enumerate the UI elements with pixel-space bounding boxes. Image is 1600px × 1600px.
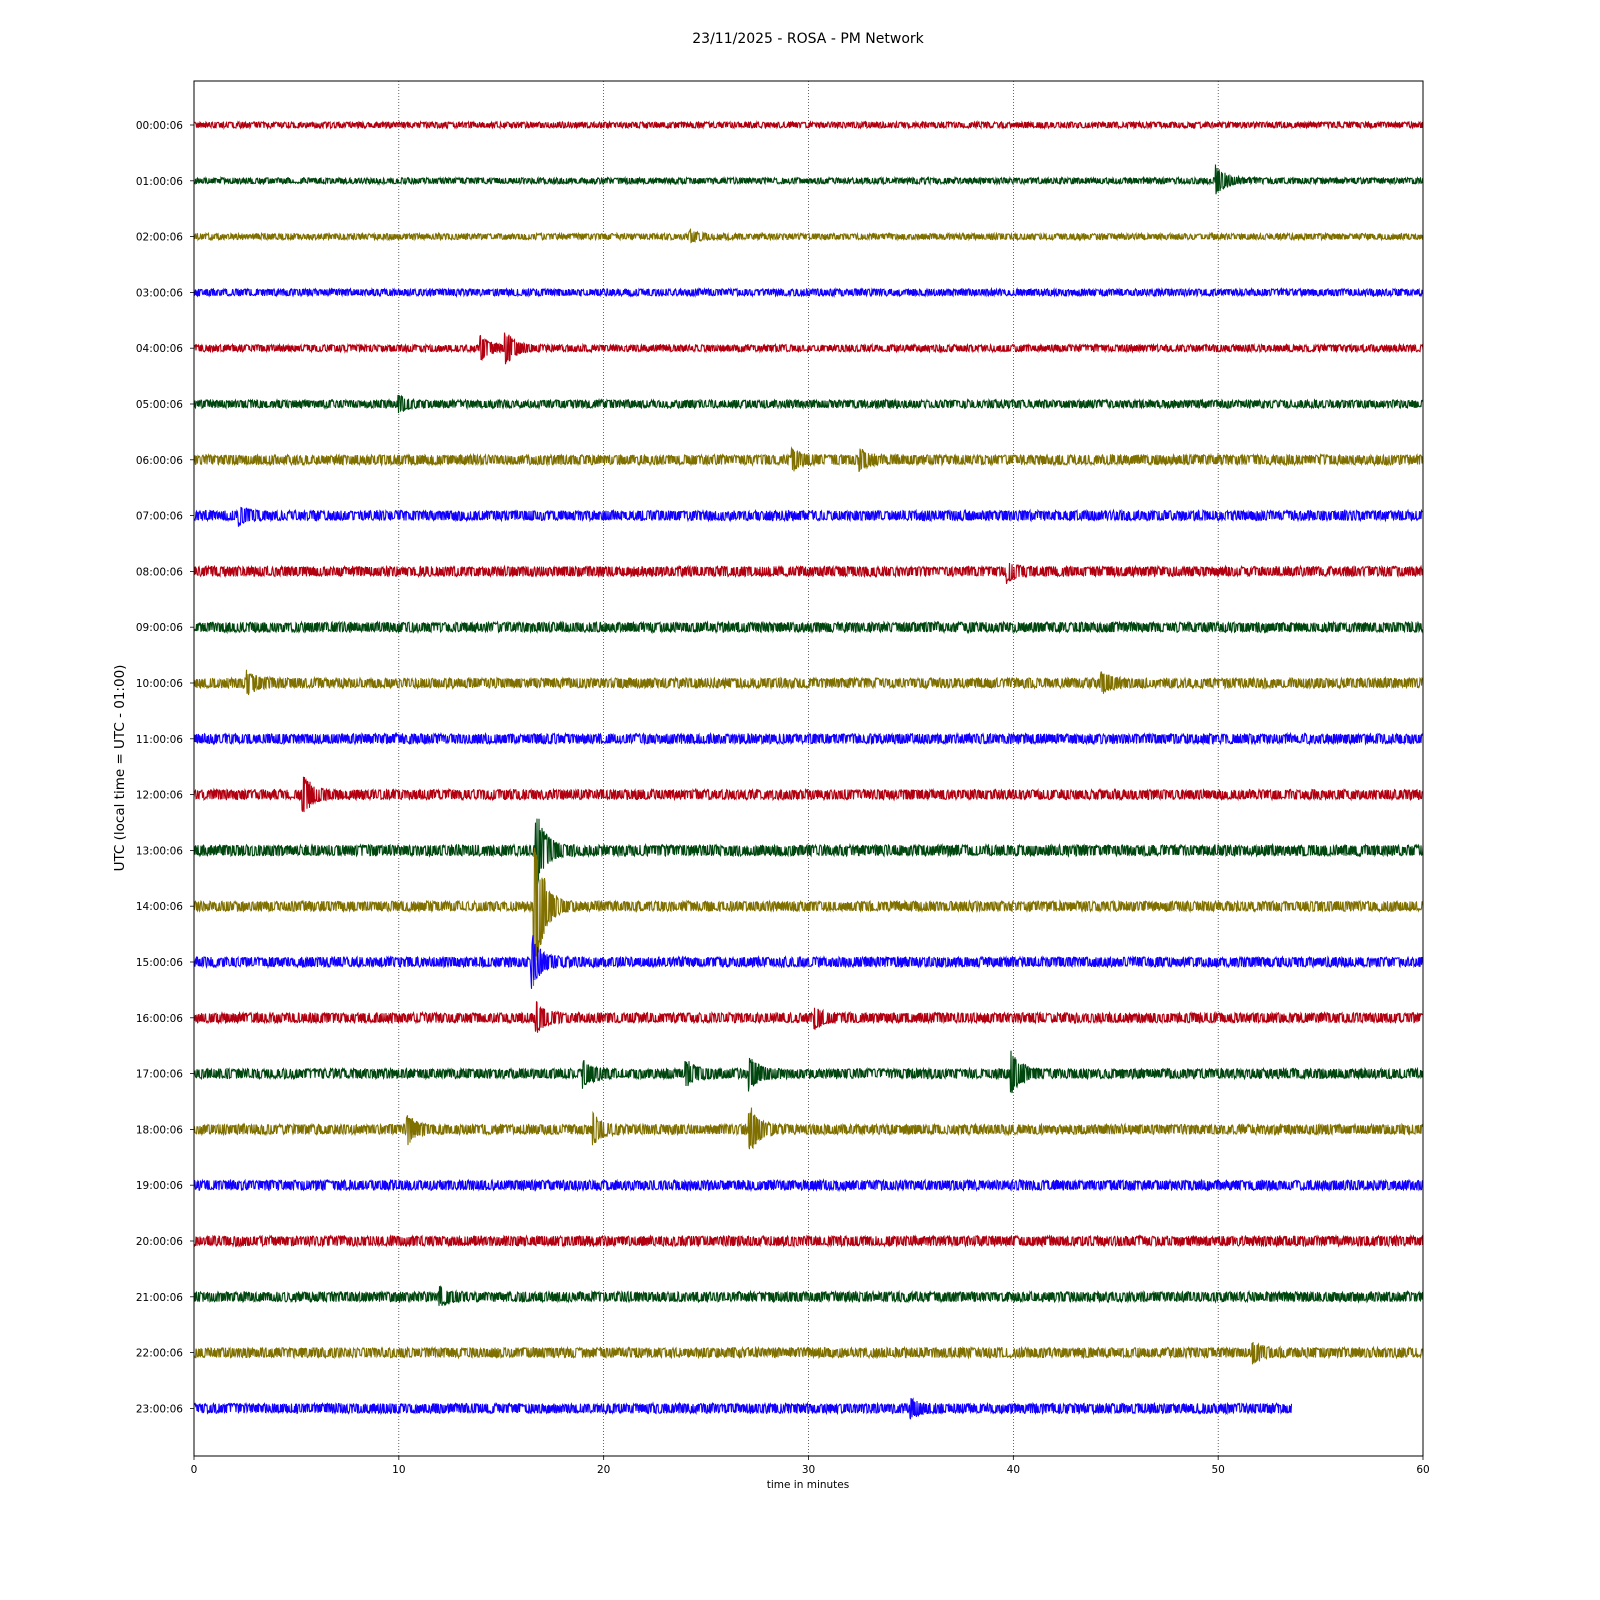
x-tick-label-60: 60 xyxy=(1416,1464,1429,1476)
x-tick-label-30: 30 xyxy=(802,1464,815,1476)
row-label-19:00:06: 19:00:06 xyxy=(136,1180,183,1192)
trace-19:00:06 xyxy=(193,1178,1424,1193)
row-label-12:00:06: 12:00:06 xyxy=(136,790,183,802)
row-label-11:00:06: 11:00:06 xyxy=(136,734,183,746)
vertical-gridlines xyxy=(398,81,1219,1456)
row-label-23:00:06: 23:00:06 xyxy=(136,1403,183,1415)
trace-02:00:06 xyxy=(193,228,1424,244)
row-label-02:00:06: 02:00:06 xyxy=(136,232,183,244)
trace-14:00:06 xyxy=(193,847,1424,986)
trace-23:00:06 xyxy=(193,1397,1293,1420)
trace-rows xyxy=(193,119,1424,1420)
x-axis-ticks: 0 10 20 30 40 50 60 xyxy=(191,1456,1430,1476)
row-label-07:00:06: 07:00:06 xyxy=(136,511,183,523)
trace-04:00:06 xyxy=(193,332,1424,365)
row-label-22:00:06: 22:00:06 xyxy=(136,1348,183,1360)
x-axis-label: time in minutes xyxy=(767,1479,849,1491)
row-label-18:00:06: 18:00:06 xyxy=(136,1124,183,1136)
row-label-10:00:06: 10:00:06 xyxy=(136,678,183,690)
trace-12:00:06 xyxy=(193,776,1423,813)
row-label-06:00:06: 06:00:06 xyxy=(136,455,183,467)
y-axis-title: UTC (local time = UTC - 01:00) xyxy=(112,665,128,872)
row-label-04:00:06: 04:00:06 xyxy=(136,343,183,355)
trace-07:00:06 xyxy=(193,506,1424,527)
row-label-03:00:06: 03:00:06 xyxy=(136,287,183,299)
row-label-21:00:06: 21:00:06 xyxy=(136,1292,183,1304)
row-label-15:00:06: 15:00:06 xyxy=(136,957,183,969)
row-label-17:00:06: 17:00:06 xyxy=(136,1069,183,1081)
trace-18:00:06 xyxy=(193,1107,1424,1150)
trace-17:00:06 xyxy=(193,1050,1424,1094)
trace-15:00:06 xyxy=(193,935,1424,989)
trace-00:00:06 xyxy=(193,119,1424,131)
row-label-01:00:06: 01:00:06 xyxy=(136,176,183,188)
x-tick-label-0: 0 xyxy=(191,1464,198,1476)
x-tick-label-50: 50 xyxy=(1211,1464,1224,1476)
trace-20:00:06 xyxy=(193,1233,1424,1249)
row-label-00:00:06: 00:00:06 xyxy=(136,120,183,132)
trace-11:00:06 xyxy=(193,731,1424,746)
trace-16:00:06 xyxy=(193,1001,1424,1033)
trace-10:00:06 xyxy=(193,669,1424,696)
x-tick-label-10: 10 xyxy=(392,1464,405,1476)
row-label-14:00:06: 14:00:06 xyxy=(136,901,183,913)
row-label-16:00:06: 16:00:06 xyxy=(136,1013,183,1025)
row-label-20:00:06: 20:00:06 xyxy=(136,1236,183,1248)
x-tick-label-40: 40 xyxy=(1007,1464,1020,1476)
row-label-08:00:06: 08:00:06 xyxy=(136,566,183,578)
row-label-13:00:06: 13:00:06 xyxy=(136,845,183,857)
trace-08:00:06 xyxy=(193,562,1424,585)
trace-22:00:06 xyxy=(193,1341,1424,1365)
row-label-09:00:06: 09:00:06 xyxy=(136,622,183,634)
trace-05:00:06 xyxy=(193,394,1424,414)
trace-09:00:06 xyxy=(193,620,1424,635)
trace-21:00:06 xyxy=(193,1284,1424,1306)
trace-13:00:06 xyxy=(193,818,1424,894)
trace-01:00:06 xyxy=(193,164,1424,195)
trace-03:00:06 xyxy=(193,286,1424,299)
trace-06:00:06 xyxy=(193,446,1424,472)
chart-title: 23/11/2025 - ROSA - PM Network xyxy=(692,31,924,47)
row-label-05:00:06: 05:00:06 xyxy=(136,399,183,411)
row-labels: 00:00:06 01:00:06 02:00:06 03:00:06 04:00:06… xyxy=(136,120,194,1415)
x-tick-label-20: 20 xyxy=(597,1464,610,1476)
